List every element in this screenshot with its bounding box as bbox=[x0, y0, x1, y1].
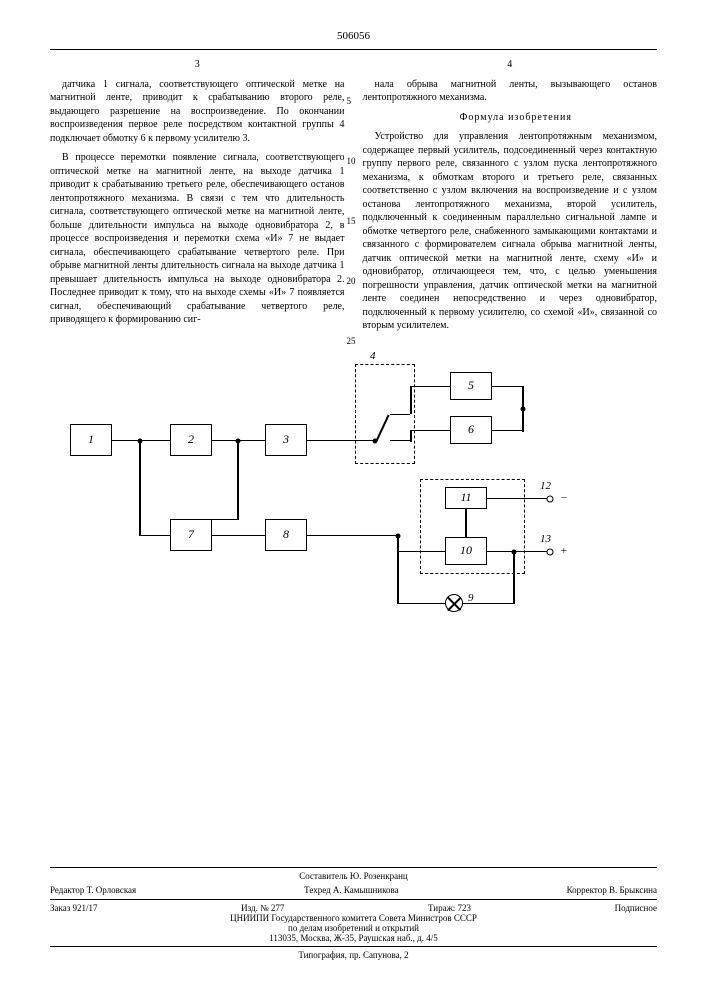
w-11-12 bbox=[487, 498, 547, 500]
compiler: Составитель Ю. Розенкранц bbox=[50, 871, 657, 881]
w-10-13 bbox=[487, 551, 547, 553]
w-lamp-rv bbox=[513, 551, 515, 604]
lm25: 25 bbox=[347, 336, 356, 346]
text-columns: 3 датчика 1 сигнала, соответствующего оп… bbox=[0, 58, 707, 339]
formula-title: Формула изобретения bbox=[363, 111, 658, 125]
n-8split bbox=[396, 533, 401, 538]
col-num-left: 3 bbox=[50, 58, 345, 72]
lamp-9 bbox=[445, 594, 463, 612]
w-down7 bbox=[139, 440, 141, 536]
podpisnoe: Подписное bbox=[615, 903, 657, 913]
order: Заказ 921/17 bbox=[50, 903, 98, 913]
w-2d bbox=[237, 440, 239, 520]
left-p1: датчика 1 сигнала, соответствующего опти… bbox=[50, 78, 345, 146]
header-rule bbox=[50, 49, 657, 50]
izd: Изд. № 277 bbox=[241, 903, 284, 913]
tirazh: Тираж: 723 bbox=[428, 903, 471, 913]
left-column: 3 датчика 1 сигнала, соответствующего оп… bbox=[50, 58, 345, 339]
n-56 bbox=[521, 406, 526, 411]
w-8-out bbox=[307, 535, 397, 537]
box-5: 5 bbox=[450, 372, 492, 400]
w-to10 bbox=[397, 551, 445, 553]
credits-row: Редактор Т. Орловская Техред А. Камышник… bbox=[50, 885, 657, 895]
n-10-13 bbox=[512, 549, 517, 554]
footer-rule-1 bbox=[50, 867, 657, 868]
label-12: 12 bbox=[540, 480, 551, 492]
box-2: 2 bbox=[170, 424, 212, 456]
w-11-10 bbox=[465, 509, 467, 537]
label-13: 13 bbox=[540, 533, 551, 545]
org1: ЦНИИПИ Государственного комитета Совета … bbox=[50, 913, 657, 923]
lm10: 10 bbox=[347, 156, 356, 166]
editor: Редактор Т. Орловская bbox=[50, 885, 136, 895]
w-6r bbox=[492, 430, 522, 432]
terminal-12 bbox=[547, 495, 554, 502]
right-intro: нала обрыва магнитной ленты, вызывающего… bbox=[363, 78, 658, 105]
box-7: 7 bbox=[170, 519, 212, 551]
w-7-8 bbox=[212, 535, 265, 537]
w-to6v bbox=[410, 430, 412, 442]
lm5: 5 bbox=[347, 96, 352, 106]
w-c-low bbox=[390, 440, 410, 442]
box-8: 8 bbox=[265, 519, 307, 551]
page-header: 506056 bbox=[0, 0, 707, 47]
org2: по делам изобретений и открытий bbox=[50, 923, 657, 933]
footer-rule-2 bbox=[50, 899, 657, 900]
w-to6h bbox=[410, 430, 450, 432]
w-c-up bbox=[390, 414, 410, 416]
lm20: 20 bbox=[347, 276, 356, 286]
terminal-13 bbox=[547, 548, 554, 555]
label-minus: − bbox=[560, 492, 567, 504]
w-tolamph bbox=[397, 603, 445, 605]
w-to5v bbox=[410, 386, 412, 414]
circuit-diagram: 1 2 3 4 5 6 7 8 11 10 9 bbox=[50, 354, 657, 634]
w-to5h bbox=[410, 386, 450, 388]
w-lamp-r bbox=[463, 603, 513, 605]
box-6: 6 bbox=[450, 416, 492, 444]
address: 113035, Москва, Ж-35, Раушская наб., д. … bbox=[50, 933, 657, 943]
tech: Техред А. Камышникова bbox=[304, 885, 398, 895]
label-plus: + bbox=[560, 545, 567, 557]
w-to7 bbox=[139, 535, 170, 537]
label-4: 4 bbox=[370, 350, 376, 362]
lm15: 15 bbox=[347, 216, 356, 226]
left-p2: В процессе перемотки появление сигнала, … bbox=[50, 151, 345, 327]
right-column: 4 нала обрыва магнитной ленты, вызывающе… bbox=[363, 58, 658, 339]
right-formula: Устройство для управления лентопротяжным… bbox=[363, 130, 658, 333]
box-11: 11 bbox=[445, 487, 487, 509]
w-2d-h bbox=[212, 519, 238, 521]
w-3-4 bbox=[307, 440, 365, 442]
w-5r bbox=[492, 386, 522, 388]
box-10: 10 bbox=[445, 537, 487, 565]
patent-number: 506056 bbox=[337, 30, 370, 42]
box-3: 3 bbox=[265, 424, 307, 456]
w-tolampv bbox=[397, 551, 399, 603]
order-row: Заказ 921/17 Изд. № 277 Тираж: 723 Подпи… bbox=[50, 903, 657, 913]
box-1: 1 bbox=[70, 424, 112, 456]
footer-rule-3 bbox=[50, 946, 657, 947]
footer: Составитель Ю. Розенкранц Редактор Т. Ор… bbox=[50, 864, 657, 960]
col-num-right: 4 bbox=[363, 58, 658, 72]
typography: Типография, пр. Сапунова, 2 bbox=[50, 950, 657, 960]
corrector: Корректор В. Брыксина bbox=[567, 885, 657, 895]
